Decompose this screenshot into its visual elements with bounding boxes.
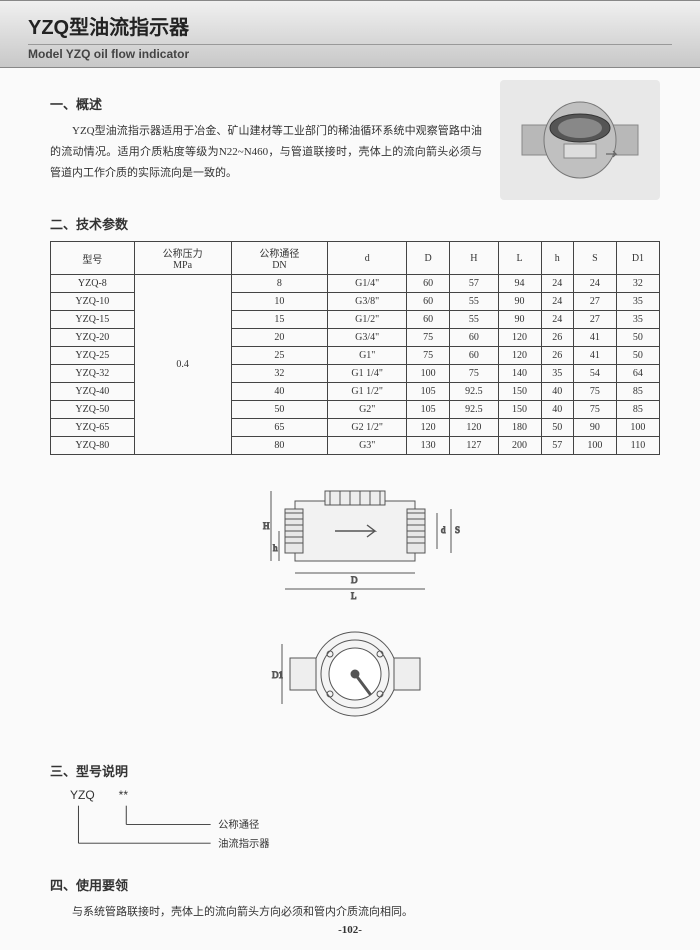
svg-text:H: H — [263, 521, 270, 531]
spec-col-header: 公称通径DN — [231, 242, 328, 275]
content: 一、概述 YZQ型油流指示器适用于冶金、矿山建材等工业部门的稀油循环系统中观察管… — [0, 68, 700, 923]
svg-text:公称通径: 公称通径 — [218, 818, 259, 831]
product-photo — [500, 80, 660, 200]
spec-col-header: 公称压力MPa — [134, 242, 231, 275]
title-cn: YZQ型油流指示器 — [28, 11, 672, 40]
overview-text: YZQ型油流指示器适用于冶金、矿山建材等工业部门的稀油循环系统中观察管路中油的流… — [50, 121, 482, 184]
table-row: YZQ-80.48G1/4"605794242432 — [51, 275, 660, 293]
svg-text:油流指示器: 油流指示器 — [218, 837, 269, 850]
svg-text:S: S — [455, 525, 460, 535]
svg-text:h: h — [273, 543, 278, 553]
spec-col-header: L — [498, 242, 541, 275]
spec-col-header: h — [541, 242, 573, 275]
model-lines-svg: 公称通径 油流指示器 — [50, 804, 370, 858]
section4-title: 四、使用要领 — [50, 875, 660, 894]
spec-col-header: S — [573, 242, 616, 275]
diagram-area: H h d S D L D1 — [50, 471, 660, 747]
section1-title: 一、概述 — [50, 94, 482, 113]
model-prefix: YZQ — [70, 788, 95, 802]
spec-table: 型号公称压力MPa公称通径DNdDHLhSD1 YZQ-80.48G1/4"60… — [50, 241, 660, 455]
side-view-diagram: H h d S D L — [225, 471, 485, 611]
spec-col-header: H — [450, 242, 498, 275]
spec-col-header: D1 — [616, 242, 659, 275]
section3-title: 三、型号说明 — [50, 761, 660, 780]
model-stars: ** — [119, 788, 128, 802]
spec-col-header: 型号 — [51, 242, 135, 275]
svg-text:L: L — [351, 591, 357, 601]
title-en: Model YZQ oil flow indicator — [28, 44, 672, 61]
front-view-diagram: D1 — [270, 614, 440, 744]
spec-col-header: d — [328, 242, 407, 275]
spec-col-header: D — [407, 242, 450, 275]
model-block: YZQ ** 公称通径 油流指示器 — [50, 788, 660, 861]
svg-text:D: D — [351, 575, 358, 585]
svg-text:d: d — [441, 525, 446, 535]
usage-text: 与系统管路联接时，壳体上的流向箭头方向必须和管内介质流向相同。 — [50, 902, 660, 923]
svg-text:D1: D1 — [272, 670, 283, 680]
page-number: -102- — [0, 924, 700, 936]
section2-title: 二、技术参数 — [50, 214, 660, 233]
header-band: YZQ型油流指示器 Model YZQ oil flow indicator — [0, 0, 700, 68]
product-photo-svg — [510, 90, 650, 190]
